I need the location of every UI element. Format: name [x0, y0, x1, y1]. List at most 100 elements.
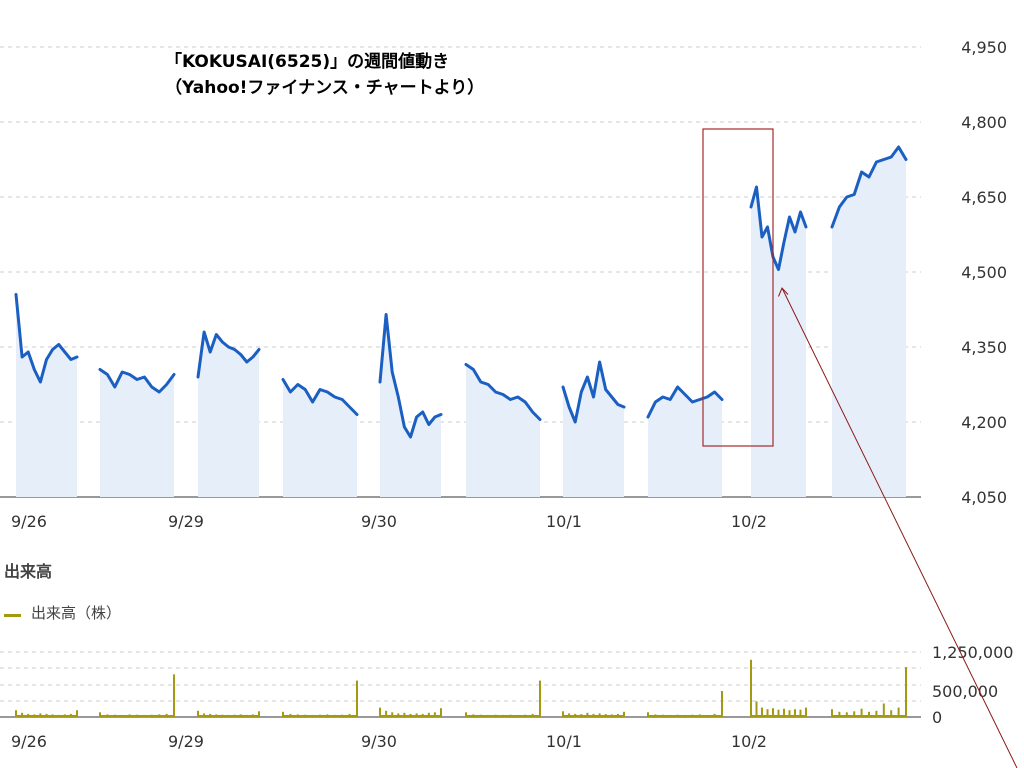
- volume-bar: [391, 712, 394, 717]
- volume-heading: 出来高: [4, 562, 52, 581]
- price-x-tick-label: 9/26: [11, 512, 47, 531]
- price-y-tick-label: 4,950: [961, 38, 1007, 57]
- volume-bar-base: [563, 715, 624, 717]
- volume-bar: [750, 659, 752, 717]
- volume-bar: [853, 711, 856, 717]
- volume-y-tick-label: 0: [932, 708, 942, 727]
- volume-x-tick-label: 10/1: [546, 732, 582, 751]
- volume-bar: [356, 680, 358, 717]
- price-line-10-1-pm: [646, 385, 724, 419]
- volume-bar: [385, 710, 388, 717]
- volume-bar-base: [648, 715, 722, 717]
- volume-bar: [783, 708, 785, 717]
- price-area-9-26-am: [16, 294, 77, 497]
- price-line-9-30-pm: [464, 363, 542, 421]
- volume-bar: [772, 708, 774, 717]
- price-area-9-26-pm: [100, 369, 174, 497]
- price-x-tick-label: 10/1: [546, 512, 582, 531]
- price-line-9-26-pm: [98, 368, 176, 394]
- volume-bars: [15, 659, 907, 717]
- volume-bar: [845, 712, 848, 717]
- volume-bar: [838, 711, 841, 717]
- volume-x-axis: 9/26 9/29 9/30 10/1 10/2: [11, 732, 767, 751]
- price-area-10-1-am: [563, 362, 624, 497]
- price-y-tick-label: 4,800: [961, 113, 1007, 132]
- volume-bar: [99, 712, 101, 717]
- volume-y-tick-label: 1,250,000: [932, 643, 1013, 662]
- chart-title-line2: （Yahoo!ファイナンス・チャートより）: [165, 77, 484, 98]
- volume-bar: [173, 674, 175, 717]
- volume-x-tick-label: 9/26: [11, 732, 47, 751]
- price-lines: [14, 145, 908, 439]
- volume-bar: [15, 710, 17, 717]
- volume-bar: [766, 709, 769, 717]
- volume-bar: [890, 710, 893, 717]
- volume-bar: [403, 712, 406, 717]
- volume-bar: [777, 709, 780, 717]
- volume-y-axis: 0 500,000 1,250,000: [932, 643, 1013, 727]
- price-area-9-30-pm: [466, 364, 540, 497]
- volume-bar: [805, 707, 807, 717]
- volume-bar: [197, 710, 199, 717]
- price-y-axis: 4,050 4,200 4,350 4,500 4,650 4,800 4,950: [961, 38, 1007, 507]
- volume-gridlines: [0, 651, 921, 718]
- volume-legend-swatch: [4, 614, 21, 617]
- chart-title-line1: 「KOKUSAI(6525)」の週間値動き: [165, 51, 449, 72]
- price-area-9-29-am: [198, 332, 259, 497]
- volume-bar: [539, 680, 541, 717]
- volume-bar: [586, 712, 589, 717]
- price-area-9-29-pm: [283, 379, 357, 497]
- price-line-9-29-pm: [281, 378, 359, 416]
- volume-bar-base: [466, 715, 540, 717]
- price-area-10-1-pm: [648, 387, 722, 497]
- volume-bar: [761, 707, 763, 717]
- price-y-tick-label: 4,200: [961, 413, 1007, 432]
- price-area-10-2-pm: [832, 147, 906, 497]
- volume-bar: [799, 709, 802, 717]
- volume-bar: [897, 707, 900, 717]
- volume-bar-base: [100, 715, 174, 717]
- volume-bar: [721, 691, 723, 717]
- volume-bar: [465, 712, 467, 717]
- price-line-10-1-am: [561, 360, 626, 424]
- volume-bar: [623, 711, 625, 717]
- price-area-10-2-am: [751, 187, 806, 497]
- price-area-fills: [16, 147, 906, 497]
- volume-bar: [21, 712, 24, 717]
- volume-bar: [882, 703, 885, 717]
- price-line-9-30-am: [378, 313, 443, 439]
- volume-bar: [433, 712, 436, 717]
- volume-bar: [282, 711, 284, 717]
- volume-bar: [76, 710, 78, 717]
- volume-bar: [868, 711, 870, 717]
- price-area-9-30-am: [380, 314, 441, 497]
- price-x-axis: 9/26 9/29 9/30 10/1 10/2: [11, 512, 767, 531]
- volume-bar: [794, 709, 796, 717]
- volume-bar: [440, 708, 442, 717]
- volume-bar-base: [751, 715, 806, 717]
- volume-bar: [755, 701, 758, 717]
- price-x-tick-label: 9/30: [361, 512, 397, 531]
- volume-bar: [875, 710, 878, 717]
- volume-bar: [427, 712, 430, 717]
- price-y-tick-label: 4,650: [961, 188, 1007, 207]
- annotation-arrow: [778, 287, 1018, 768]
- volume-y-tick-label: 500,000: [932, 682, 998, 701]
- price-line-9-26-am: [14, 293, 79, 384]
- price-x-tick-label: 9/29: [168, 512, 204, 531]
- volume-bar: [788, 710, 791, 717]
- volume-x-tick-label: 10/2: [731, 732, 767, 751]
- price-line-10-2-am: [749, 185, 808, 271]
- volume-bar-base: [832, 715, 906, 717]
- volume-bar: [860, 708, 863, 717]
- volume-bar: [562, 711, 564, 717]
- volume-legend-label: 出来高（株）: [31, 604, 121, 622]
- volume-bar: [258, 711, 260, 717]
- highlight-box: [702, 128, 774, 447]
- volume-bar-base: [380, 715, 441, 717]
- price-y-tick-label: 4,350: [961, 338, 1007, 357]
- price-y-tick-label: 4,500: [961, 263, 1007, 282]
- volume-bar: [905, 667, 907, 717]
- volume-x-tick-label: 9/30: [361, 732, 397, 751]
